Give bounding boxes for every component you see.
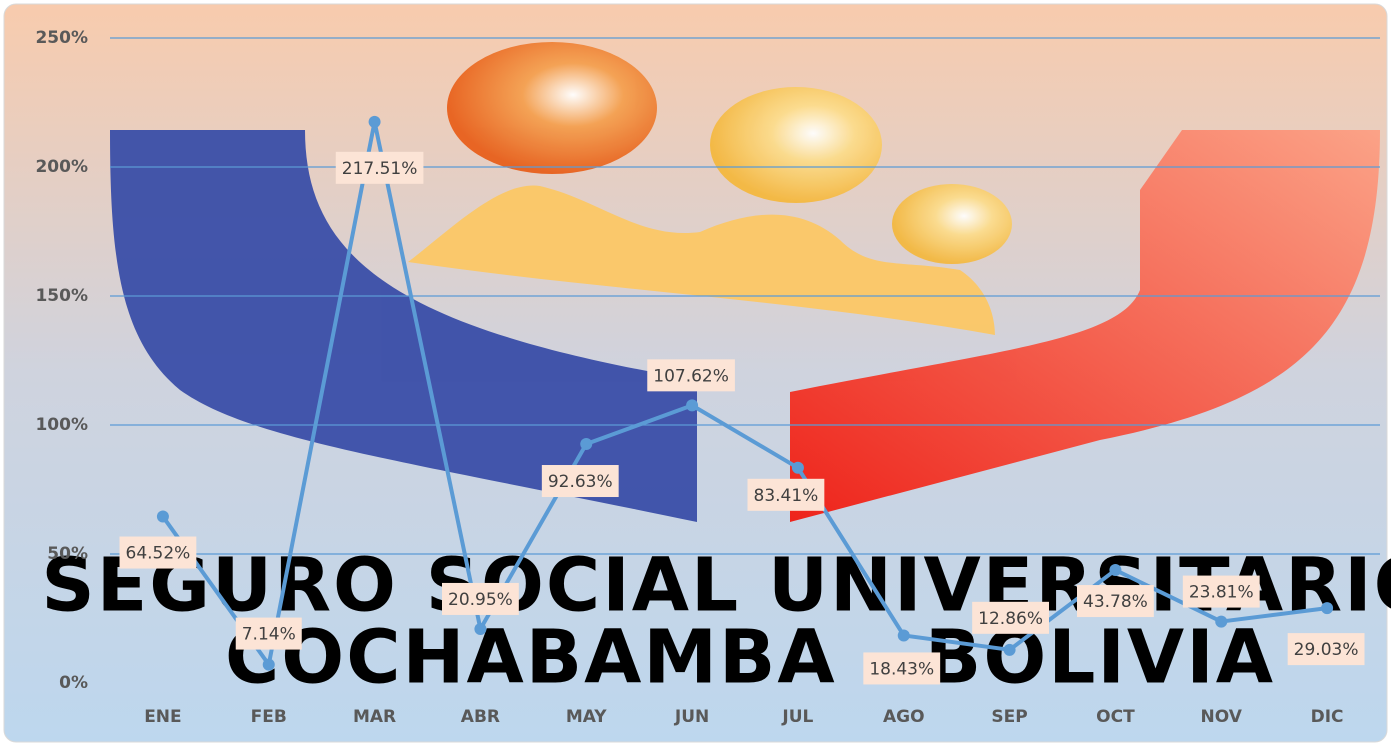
data-label-box (1077, 585, 1154, 618)
data-label-group: 23.81% (1182, 575, 1260, 608)
data-label-group: 20.95% (442, 582, 519, 615)
data-label-box (541, 465, 619, 498)
x-tick-label: MAY (566, 707, 607, 727)
data-label: 83.41% (754, 486, 819, 506)
data-label-group: 92.63% (541, 465, 619, 498)
x-tick-label: DIC (1311, 707, 1344, 727)
data-label: 23.81% (1189, 583, 1254, 603)
point (686, 399, 699, 412)
x-tick-label: ABR (461, 707, 500, 727)
data-label-group: 43.78% (1077, 585, 1154, 618)
data-label-box (335, 151, 424, 184)
point (156, 510, 169, 523)
point (1215, 615, 1228, 628)
watermark-text: COCHABAMBA - BOLIVIA (225, 615, 1275, 701)
data-label-group: 107.62% (647, 359, 735, 392)
x-tick-label: NOV (1201, 707, 1243, 727)
data-label-group: 12.86% (972, 601, 1049, 634)
point (1003, 643, 1016, 656)
logo (110, 42, 1380, 522)
data-label-box (647, 359, 735, 392)
y-tick-label: 250% (35, 28, 88, 48)
x-tick-label: OCT (1096, 707, 1135, 727)
data-label-box (235, 617, 302, 650)
y-tick-label: 150% (35, 286, 88, 306)
data-label-box (747, 478, 825, 511)
data-label: 92.63% (548, 472, 613, 492)
x-tick-label: SEP (991, 707, 1027, 727)
y-tick-label: 0% (59, 673, 88, 693)
data-label-box (119, 536, 197, 569)
data-label-group: 29.03% (1287, 633, 1365, 666)
data-label-box (442, 582, 519, 615)
point (474, 622, 487, 635)
data-label: 18.43% (869, 659, 934, 679)
data-label: 107.62% (653, 366, 729, 386)
point (580, 438, 593, 451)
point (368, 115, 381, 128)
y-tick-label: 100% (35, 415, 88, 435)
x-tick-label: MAR (353, 707, 396, 727)
data-label: 20.95% (448, 590, 513, 610)
data-label: 29.03% (1294, 640, 1359, 660)
x-tick-label: JUN (674, 707, 709, 727)
data-label-box (1287, 633, 1365, 666)
data-label: 43.78% (1083, 592, 1148, 612)
y-tick-label: 200% (35, 157, 88, 177)
data-label-group: 83.41% (747, 478, 825, 511)
point (1321, 602, 1334, 615)
data-label: 64.52% (126, 544, 191, 564)
x-tick-label: ENE (144, 707, 181, 727)
data-label-box (1182, 575, 1260, 608)
data-label-group: 217.51% (335, 151, 424, 184)
x-tick-label: FEB (251, 707, 287, 727)
point (262, 658, 275, 671)
point (897, 629, 910, 642)
data-label: 12.86% (978, 609, 1043, 629)
line (161, 119, 1328, 667)
data-label: 7.14% (242, 625, 296, 645)
data-label-box (863, 652, 941, 685)
data-label-group: 7.14% (235, 617, 302, 650)
data-label-box (972, 601, 1049, 634)
data-label: 217.51% (342, 159, 418, 179)
data-label-group: 64.52% (119, 536, 197, 569)
x-tick-label: AGO (883, 707, 925, 727)
y-tick-label: 50% (47, 544, 88, 564)
watermark-text: SEGURO SOCIAL UNIVERSITARIO (41, 543, 1391, 629)
x-tick-label: JUL (781, 707, 813, 727)
data-label-group: 18.43% (863, 652, 941, 685)
point (791, 461, 804, 474)
point (1109, 564, 1122, 577)
